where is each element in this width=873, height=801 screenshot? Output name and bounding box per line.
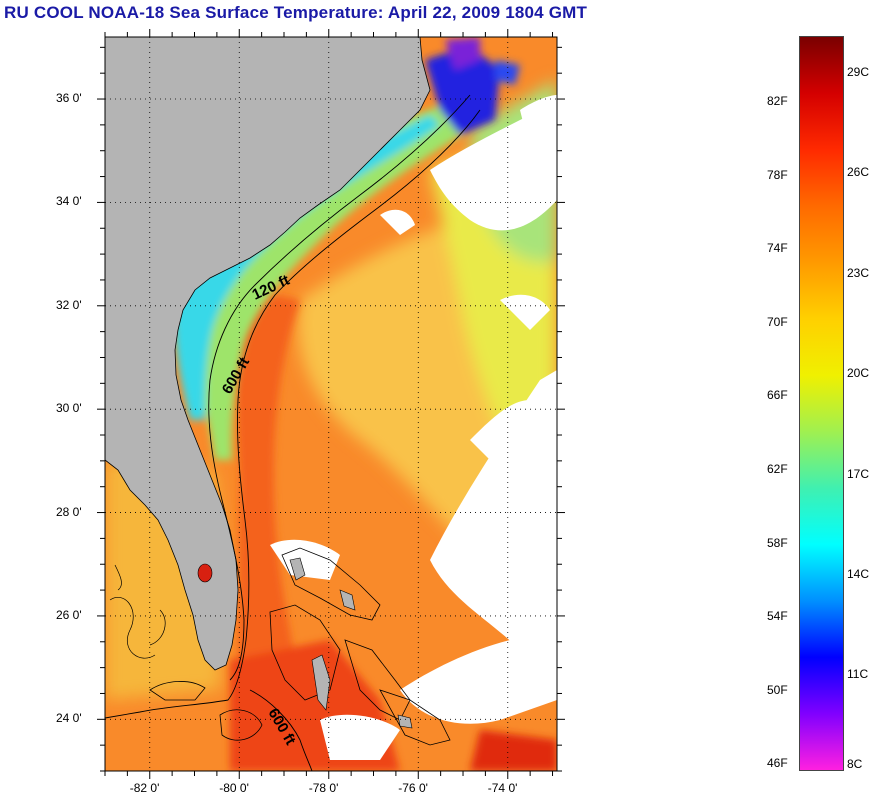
colorbar-celsius-label: 11C <box>847 667 869 682</box>
axis-ticks <box>97 29 565 779</box>
cold-north-water <box>425 45 500 135</box>
gulf-stream-core <box>235 295 320 771</box>
contour-600ft <box>105 109 481 719</box>
bahamas-south-red <box>470 730 557 771</box>
lat-tick-label: 26 0' <box>56 607 82 622</box>
lake-okeechobee <box>197 563 213 583</box>
lon-tick-label: -82 0' <box>129 781 160 795</box>
contour-600ft-south <box>249 689 313 771</box>
gulf-depth-contours <box>109 564 166 659</box>
colorbar-fahrenheit-label: 66F <box>767 388 788 403</box>
colorbar-fahrenheit-label: 82F <box>767 94 788 108</box>
colorbar-fahrenheit-label: 62F <box>767 462 788 476</box>
graticule <box>105 37 557 771</box>
lat-tick-label: 24 0' <box>56 711 82 726</box>
colorbar-fahrenheit-label: 78F <box>767 167 788 182</box>
colorbar-celsius-label: 29C <box>847 65 870 79</box>
colorbar-celsius-label: 26C <box>847 165 870 180</box>
colorbar-celsius-label: 8C <box>847 757 863 771</box>
colorbar-celsius-label: 14C <box>847 567 870 581</box>
temperature-colorbar: 82F 78F 74F 70F 66F 62F 58F 54F 50F 46F 29C 26C 23C… <box>767 36 873 771</box>
colorbar-celsius-label: 23C <box>847 265 870 280</box>
lon-tick-label: -80 0' <box>219 781 249 795</box>
lon-tick-label: -78 0' <box>308 781 339 795</box>
southeast-us-landmass <box>105 37 431 671</box>
lat-tick-label: 34 0' <box>56 194 82 209</box>
lat-tick-label: 30 0' <box>56 401 82 416</box>
contour-120ft <box>208 94 471 681</box>
colorbar-fahrenheit-label: 70F <box>767 314 788 329</box>
lon-tick-label: -76 0' <box>398 781 428 795</box>
map-title: RU COOL NOAA-18 Sea Surface Temperature:… <box>4 3 588 22</box>
colorbar-fahrenheit-label: 58F <box>767 535 788 550</box>
cloud-cover <box>270 95 557 760</box>
map-frame <box>104 36 558 772</box>
colorbar-celsius-label: 17C <box>847 466 870 481</box>
colorbar-fahrenheit-label: 54F <box>767 609 788 624</box>
colorbar-fahrenheit-label: 74F <box>767 241 788 256</box>
coldest-north-water <box>445 37 480 70</box>
lat-tick-label: 32 0' <box>56 297 82 312</box>
lat-tick-label: 28 0' <box>56 504 82 519</box>
colorbar-fahrenheit-label: 50F <box>767 682 788 697</box>
bahamas-islands <box>289 557 413 729</box>
lon-tick-label: -74 0' <box>487 781 518 795</box>
bahamas-banks <box>149 547 451 746</box>
colorbar-gradient <box>799 36 844 771</box>
colorbar-fahrenheit-label: 46F <box>767 756 788 771</box>
colorbar-celsius-label: 20C <box>847 366 870 381</box>
lat-tick-label: 36 0' <box>56 91 82 106</box>
